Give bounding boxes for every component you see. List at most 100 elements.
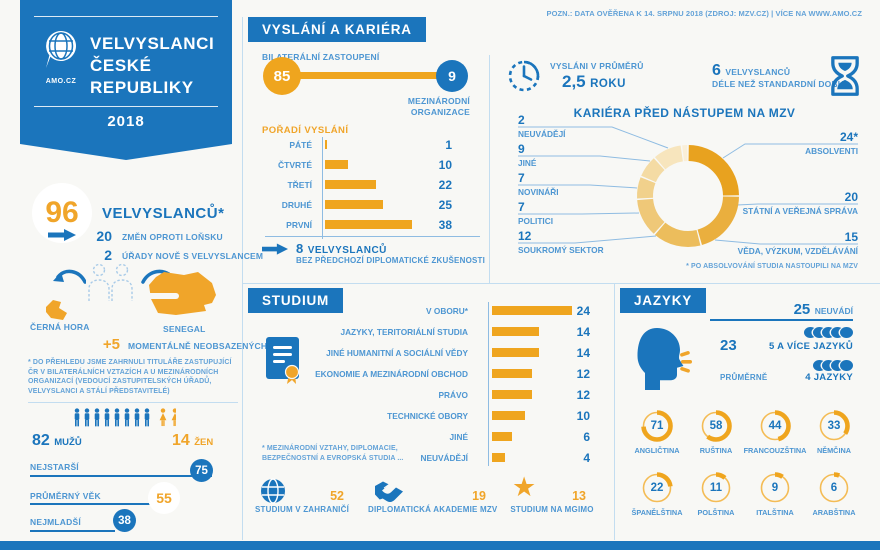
study-bar xyxy=(492,411,526,420)
order-bar-row: PÁTÉ 1 xyxy=(250,135,452,155)
study-bar-row: JINÉ HUMANITNÍ A SOCIÁLNÍ VĚDY 14 xyxy=(250,342,590,363)
donut-segment xyxy=(637,198,665,234)
language-ring: 22 xyxy=(640,471,674,505)
gender-pictograms xyxy=(72,406,176,430)
ribbon-rule-bottom xyxy=(34,106,218,107)
order-bar-label: PÁTÉ xyxy=(289,140,312,150)
career-item-label: STÁTNÍ A VEŘEJNÁ SPRÁVA xyxy=(742,206,858,216)
hourglass-icon xyxy=(831,56,859,96)
divider-horizontal xyxy=(242,283,880,284)
montenegro-map xyxy=(46,300,67,320)
order-chart-axis xyxy=(322,137,323,239)
study-bar xyxy=(492,369,532,378)
longer-tenure-sub: DÉLE NEŽ STANDARDNÍ DOBU xyxy=(712,79,845,89)
divider-vertical-left xyxy=(242,17,243,540)
mgimo-label: STUDIUM NA MGIMO xyxy=(510,505,594,514)
order-bar-row: DRUHÉ 25 xyxy=(250,195,452,215)
study-abroad-value: 52 xyxy=(330,489,344,503)
intl-org-label-2: ORGANIZACE xyxy=(410,107,470,117)
career-item-label: JINÉ xyxy=(518,158,537,168)
speaking-head-icon xyxy=(637,328,692,390)
year-label: 2018 xyxy=(107,113,145,130)
language-ring-label: RUŠTINA xyxy=(699,446,733,455)
study-bar-row: V OBORU* 24 xyxy=(250,300,590,321)
study-bar xyxy=(492,390,532,399)
order-bar-label: DRUHÉ xyxy=(281,200,312,210)
curved-arrow-left-icon xyxy=(53,269,86,284)
star-icon: ★ xyxy=(512,472,537,502)
woman-icon xyxy=(158,406,168,434)
career-footnote: * PO ABSOLVOVÁNÍ STUDIA NASTOUPILI NA MZ… xyxy=(686,263,858,270)
changes-value: 20 xyxy=(96,228,112,244)
longer-tenure-value: 6 xyxy=(712,62,721,79)
man-icon xyxy=(112,406,122,434)
order-bar-value: 22 xyxy=(438,178,452,192)
arrow-right-icon xyxy=(262,243,288,255)
career-item-label: NEUVÁDĚJÍ xyxy=(518,129,566,139)
speech-bubble-icon xyxy=(804,327,817,338)
study-bar-label: V OBORU* xyxy=(426,306,468,316)
order-bar-label: ČTVRTÉ xyxy=(278,160,312,170)
order-bar-row: ČTVRTÉ 10 xyxy=(250,155,452,175)
study-bar xyxy=(492,453,506,462)
left-footnote: * DO PŘEHLEDU JSME ZAHRNULI TITULÁŘE ZAS… xyxy=(28,359,232,395)
donut-segment xyxy=(654,145,684,170)
language-ring: 71 xyxy=(640,409,674,443)
five-plus-label: 5 A VÍCE JAZYKŮ xyxy=(768,341,853,352)
study-bar-label: JAZYKY, TERITORIÁLNÍ STUDIA xyxy=(340,327,468,337)
career-item-label: POLITICI xyxy=(518,216,554,226)
order-bar-label: PRVNÍ xyxy=(286,220,312,230)
average-languages-label: PRŮMĚRNĚ xyxy=(720,373,768,382)
order-bar-label: TŘETÍ xyxy=(287,180,312,190)
study-bar-row: JAZYKY, TERITORIÁLNÍ STUDIA 14 xyxy=(250,321,590,342)
career-item-value: 2 xyxy=(518,113,525,127)
no-experience-stat: 8 VELVYSLANCŮ xyxy=(296,240,387,258)
mgimo-value: 13 xyxy=(572,489,586,503)
vacant-ambassadors-icon xyxy=(88,263,133,301)
career-right-item: 20 STÁTNÍ A VEŘEJNÁ SPRÁVA xyxy=(668,191,858,215)
career-donut-chart xyxy=(637,145,739,247)
study-bar-row: JINÉ 6 xyxy=(250,426,590,447)
globe-icon xyxy=(261,478,285,504)
women-stat: 14 ŽEN xyxy=(172,432,213,450)
language-ring: 11 xyxy=(699,471,733,505)
order-chart-rule xyxy=(265,236,480,237)
order-bar-row: PRVNÍ 38 xyxy=(250,215,452,235)
man-icon xyxy=(92,406,102,434)
age-oldest-rule xyxy=(30,475,212,477)
language-ring-label: ANGLIČTINA xyxy=(634,446,680,455)
study-bar xyxy=(492,327,539,336)
donut-segment xyxy=(654,222,701,247)
woman-partial-icon xyxy=(170,406,176,434)
total-value: 96 xyxy=(45,196,79,229)
career-item-label: NOVINÁŘI xyxy=(518,187,559,197)
order-bar xyxy=(325,140,328,149)
study-chart-axis xyxy=(488,302,489,466)
diplomatic-academy-label: DIPLOMATICKÁ AKADEMIE MZV xyxy=(368,505,498,514)
speech-bubbles-four xyxy=(813,360,853,371)
bilateral-label: BILATERÁLNÍ ZASTOUPENÍ xyxy=(262,52,380,62)
donut-segment xyxy=(637,177,656,199)
section-title-languages: JAZYKY xyxy=(620,288,707,313)
language-ring-label: ŠPANĚLŠTINA xyxy=(631,508,683,517)
career-left-item: 9 JINÉ xyxy=(518,143,678,167)
bilateral-connector xyxy=(290,72,450,79)
average-languages-value: 4 JAZYKY xyxy=(805,372,853,383)
study-footnote: * MEZINÁRODNÍ VZTAHY, DIPLOMACIE, BEZPEČ… xyxy=(262,445,404,462)
order-bar-value: 38 xyxy=(438,218,452,232)
career-chart-title: KARIÉRA PŘED NÁSTUPEM NA MZV xyxy=(573,106,796,120)
order-bar xyxy=(325,180,376,189)
vacant-value: +5 xyxy=(102,336,120,353)
language-ring: 33 xyxy=(817,409,851,443)
language-ring-value: 11 xyxy=(709,482,723,494)
order-bar xyxy=(325,200,383,209)
language-ring-value: 22 xyxy=(650,482,664,494)
study-bar-label: PRÁVO xyxy=(438,390,468,400)
study-bar xyxy=(492,306,572,315)
avg-tenure-value: 2,5 ROKU xyxy=(562,72,626,91)
man-icon xyxy=(132,406,142,434)
age-youngest-rule xyxy=(30,530,115,532)
career-item-label: SOUKROMÝ SEKTOR xyxy=(518,245,604,255)
new-offices-value: 2 xyxy=(104,247,112,263)
